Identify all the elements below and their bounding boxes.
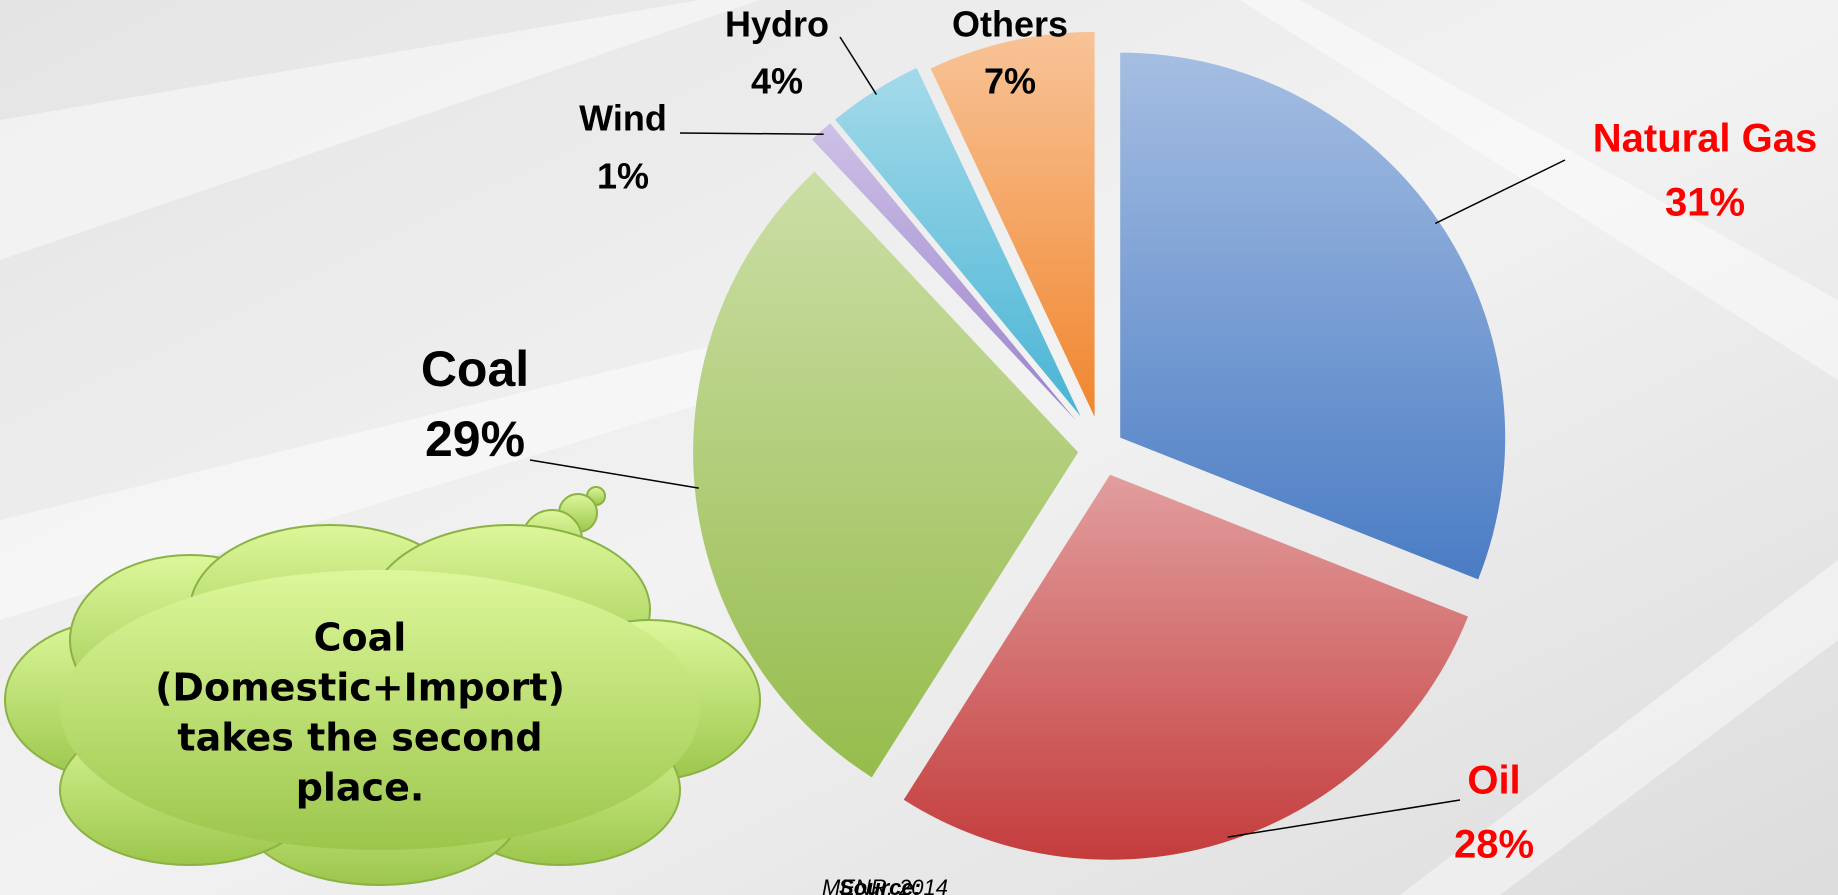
pie-slice [930, 31, 1095, 417]
source-label: Source: [839, 875, 921, 895]
slice-value: 7% [984, 61, 1036, 102]
source: MENR, 2014 [822, 875, 948, 895]
slice-name: Coal [421, 341, 529, 397]
leader-line [839, 36, 878, 95]
callout-cloud [4, 486, 761, 886]
slice-value: 1% [597, 156, 649, 197]
slice-name: Others [952, 4, 1068, 45]
slice-value: 4% [751, 61, 803, 102]
slice-name: Wind [579, 98, 667, 139]
pie [693, 31, 1506, 860]
leader-line [1227, 799, 1461, 838]
slice-value: 28% [1454, 823, 1534, 867]
pie-slice [693, 171, 1079, 778]
leader-line [679, 132, 824, 135]
slice-name: Hydro [725, 4, 829, 45]
pie-slice [1120, 52, 1506, 580]
callout-text: place. [296, 766, 425, 810]
labels: Natural Gas 31% Oil 28% Coal 29% Wind 1% Hydro 4%… [421, 4, 1817, 867]
callout-text: Coal [314, 616, 407, 660]
slice-value: 31% [1665, 181, 1745, 225]
slice-name: Natural Gas [1593, 117, 1818, 161]
callout-text: (Domestic+Import) [155, 666, 565, 710]
pie-slice [811, 123, 1076, 420]
leader-line [529, 459, 699, 489]
pie-slice [903, 474, 1468, 860]
leader-line [1434, 159, 1566, 225]
slice-name: Oil [1467, 759, 1520, 803]
slice-value: 29% [425, 411, 525, 467]
pie-slice [835, 67, 1081, 417]
callout-text: takes the second [177, 716, 542, 760]
